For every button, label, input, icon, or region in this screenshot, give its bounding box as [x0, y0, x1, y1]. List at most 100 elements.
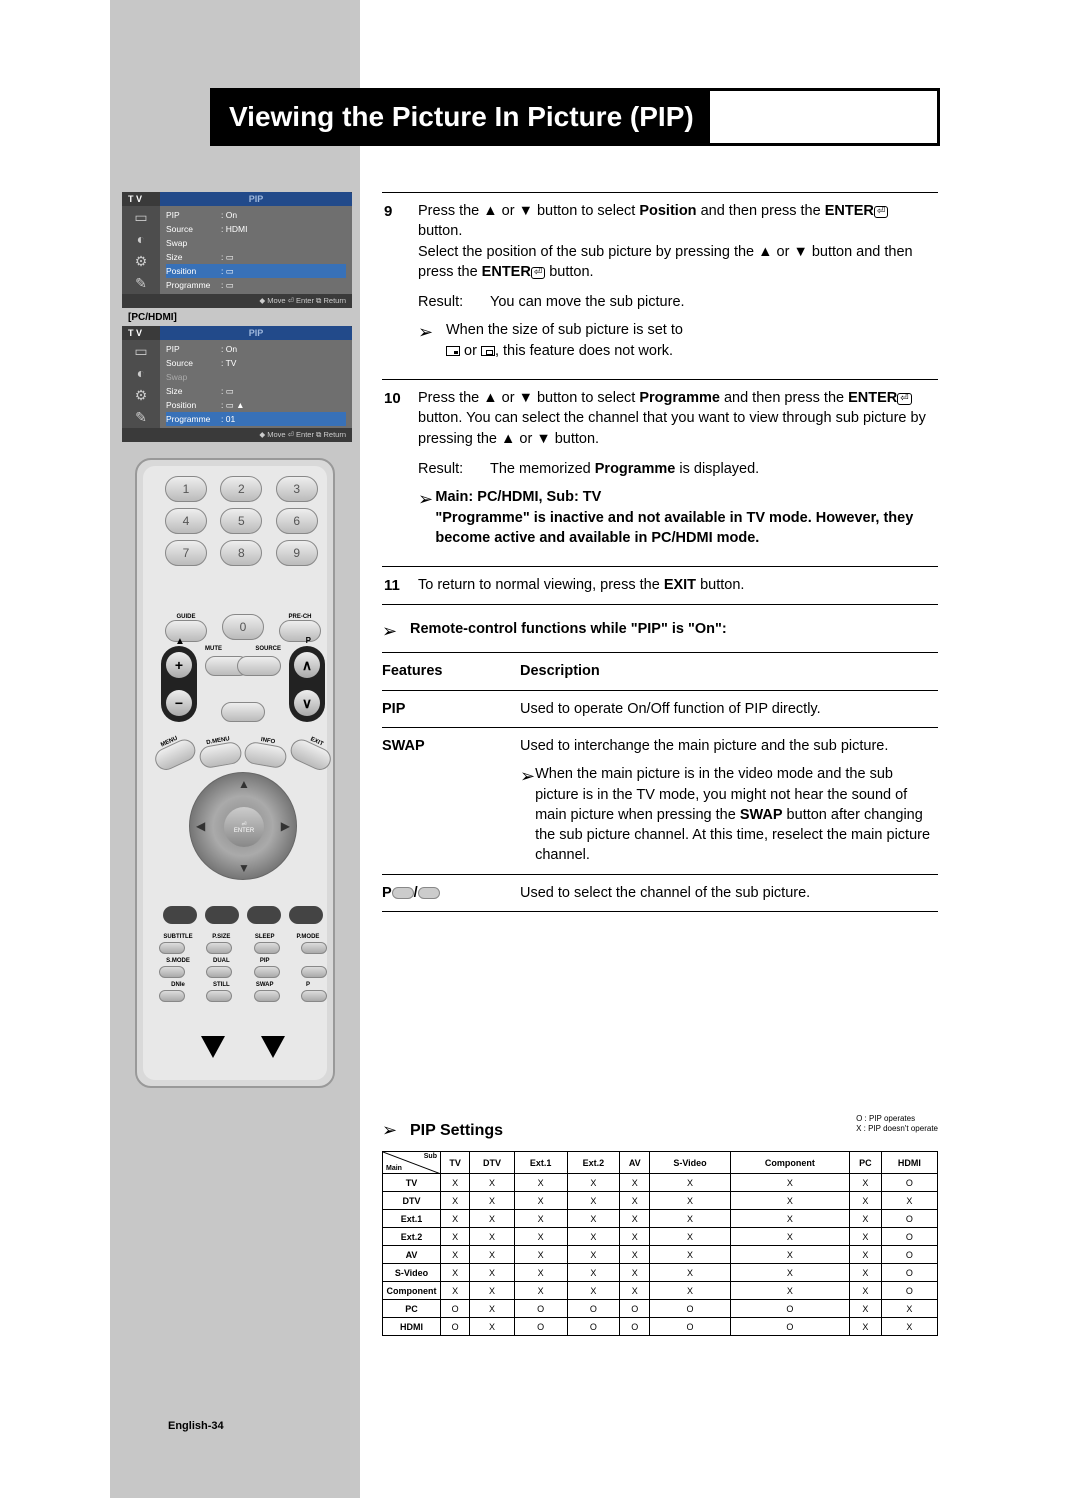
note-arrow-icon: ➢: [382, 1120, 410, 1141]
osd-pip-tab: PIP: [160, 326, 352, 340]
num-6-button[interactable]: 6: [276, 508, 318, 534]
prech-label: PRE-CH: [279, 614, 321, 620]
nav-pad[interactable]: ▲ ▼ ◀ ▶ ⏎ENTER: [189, 772, 297, 880]
red-button[interactable]: [163, 906, 197, 924]
table-cell: X: [567, 1282, 620, 1300]
channel-rocker[interactable]: ∧∨: [289, 646, 325, 722]
pchdmi-label: [PC/HDMI]: [128, 312, 177, 323]
button-label: PIP: [246, 958, 284, 964]
feature-desc: Used to interchange the main picture and…: [520, 738, 888, 754]
table-cell: O: [881, 1282, 937, 1300]
table-row-header: Ext.1: [383, 1210, 441, 1228]
note-text: , this feature does not work.: [495, 343, 673, 359]
table-cell: O: [881, 1264, 937, 1282]
table-cell: X: [650, 1282, 730, 1300]
blue-button[interactable]: [289, 906, 323, 924]
table-cell: X: [730, 1210, 849, 1228]
small-button[interactable]: [206, 942, 232, 954]
small-button[interactable]: [206, 990, 232, 1002]
button-label: SWAP: [246, 982, 284, 988]
osd-icon: ◐: [122, 362, 160, 384]
p-label: P: [306, 636, 311, 645]
osd-pip-tab: PIP: [160, 192, 352, 206]
osd-icon: ✎: [122, 272, 160, 294]
pip-size-icon: [446, 346, 460, 356]
misc-button[interactable]: [221, 702, 265, 722]
small-button[interactable]: [301, 990, 327, 1002]
table-cell: X: [850, 1282, 882, 1300]
result-label: Result:: [418, 292, 490, 312]
col-header: Features: [382, 661, 520, 681]
table-cell: X: [441, 1246, 470, 1264]
table-cell: O: [881, 1228, 937, 1246]
table-header: Ext.1: [514, 1152, 567, 1174]
green-button[interactable]: [205, 906, 239, 924]
table-cell: X: [850, 1210, 882, 1228]
table-cell: X: [881, 1300, 937, 1318]
table-row-header: Ext.2: [383, 1228, 441, 1246]
num-7-button[interactable]: 7: [165, 540, 207, 566]
table-cell: X: [620, 1282, 650, 1300]
osd-menu-1: T V PIP ▭ ◐ ⚙ ✎ PIP: OnSource: HDMISwapS…: [122, 192, 352, 308]
osd-row: PIP: On: [166, 342, 346, 356]
num-3-button[interactable]: 3: [276, 476, 318, 502]
enter-button[interactable]: ⏎ENTER: [224, 807, 264, 847]
text: button.: [696, 577, 744, 593]
small-button[interactable]: [254, 966, 280, 978]
table-header: S-Video: [650, 1152, 730, 1174]
table-cell: X: [567, 1228, 620, 1246]
osd-row: Programme: 01: [166, 412, 346, 426]
step-10: 10 Press the ▲ or ▼ button to select Pro…: [382, 379, 938, 556]
text: Press the ▲ or ▼ button to select: [418, 203, 639, 219]
num-0-button[interactable]: 0: [222, 614, 264, 640]
table-cell: X: [470, 1300, 514, 1318]
table-cell: X: [650, 1210, 730, 1228]
osd-row: Source: HDMI: [166, 222, 346, 236]
num-2-button[interactable]: 2: [220, 476, 262, 502]
page-number: English-34: [168, 1420, 224, 1432]
settings-heading: PIP Settings: [410, 1122, 503, 1140]
num-8-button[interactable]: 8: [220, 540, 262, 566]
num-5-button[interactable]: 5: [220, 508, 262, 534]
small-button[interactable]: [159, 942, 185, 954]
table-cell: X: [650, 1246, 730, 1264]
small-button[interactable]: [159, 966, 185, 978]
num-4-button[interactable]: 4: [165, 508, 207, 534]
feature-desc: Used to operate On/Off function of PIP d…: [520, 699, 938, 719]
num-1-button[interactable]: 1: [165, 476, 207, 502]
pip-size-icon: [481, 346, 495, 356]
table-cell: X: [567, 1192, 620, 1210]
table-cell: X: [514, 1174, 567, 1192]
small-button[interactable]: [254, 942, 280, 954]
button-label: P.SIZE: [202, 934, 240, 940]
source-button[interactable]: [237, 656, 281, 676]
button-label: STILL: [202, 982, 240, 988]
button-label: SLEEP: [246, 934, 284, 940]
p-down-icon: [418, 887, 440, 899]
small-button[interactable]: [301, 966, 327, 978]
result-label: Result:: [418, 459, 490, 479]
table-cell: X: [441, 1282, 470, 1300]
table-row-header: TV: [383, 1174, 441, 1192]
table-cell: X: [441, 1210, 470, 1228]
table-cell: X: [620, 1210, 650, 1228]
table-cell: X: [514, 1246, 567, 1264]
step-11: 11 To return to normal viewing, press th…: [382, 566, 938, 605]
text: button.: [545, 264, 593, 280]
text-bold: Programme: [639, 390, 720, 406]
small-button[interactable]: [254, 990, 280, 1002]
small-button[interactable]: [206, 966, 232, 978]
yellow-button[interactable]: [247, 906, 281, 924]
table-cell: O: [650, 1300, 730, 1318]
features-heading: Remote-control functions while "PIP" is …: [410, 621, 727, 637]
num-9-button[interactable]: 9: [276, 540, 318, 566]
volume-rocker[interactable]: +−: [161, 646, 197, 722]
guide-label: GUIDE: [165, 614, 207, 620]
prech-button[interactable]: [279, 620, 321, 642]
guide-button[interactable]: [165, 620, 207, 642]
small-button[interactable]: [301, 942, 327, 954]
table-row-header: HDMI: [383, 1318, 441, 1336]
table-cell: X: [514, 1210, 567, 1228]
small-button[interactable]: [159, 990, 185, 1002]
table-cell: X: [850, 1246, 882, 1264]
